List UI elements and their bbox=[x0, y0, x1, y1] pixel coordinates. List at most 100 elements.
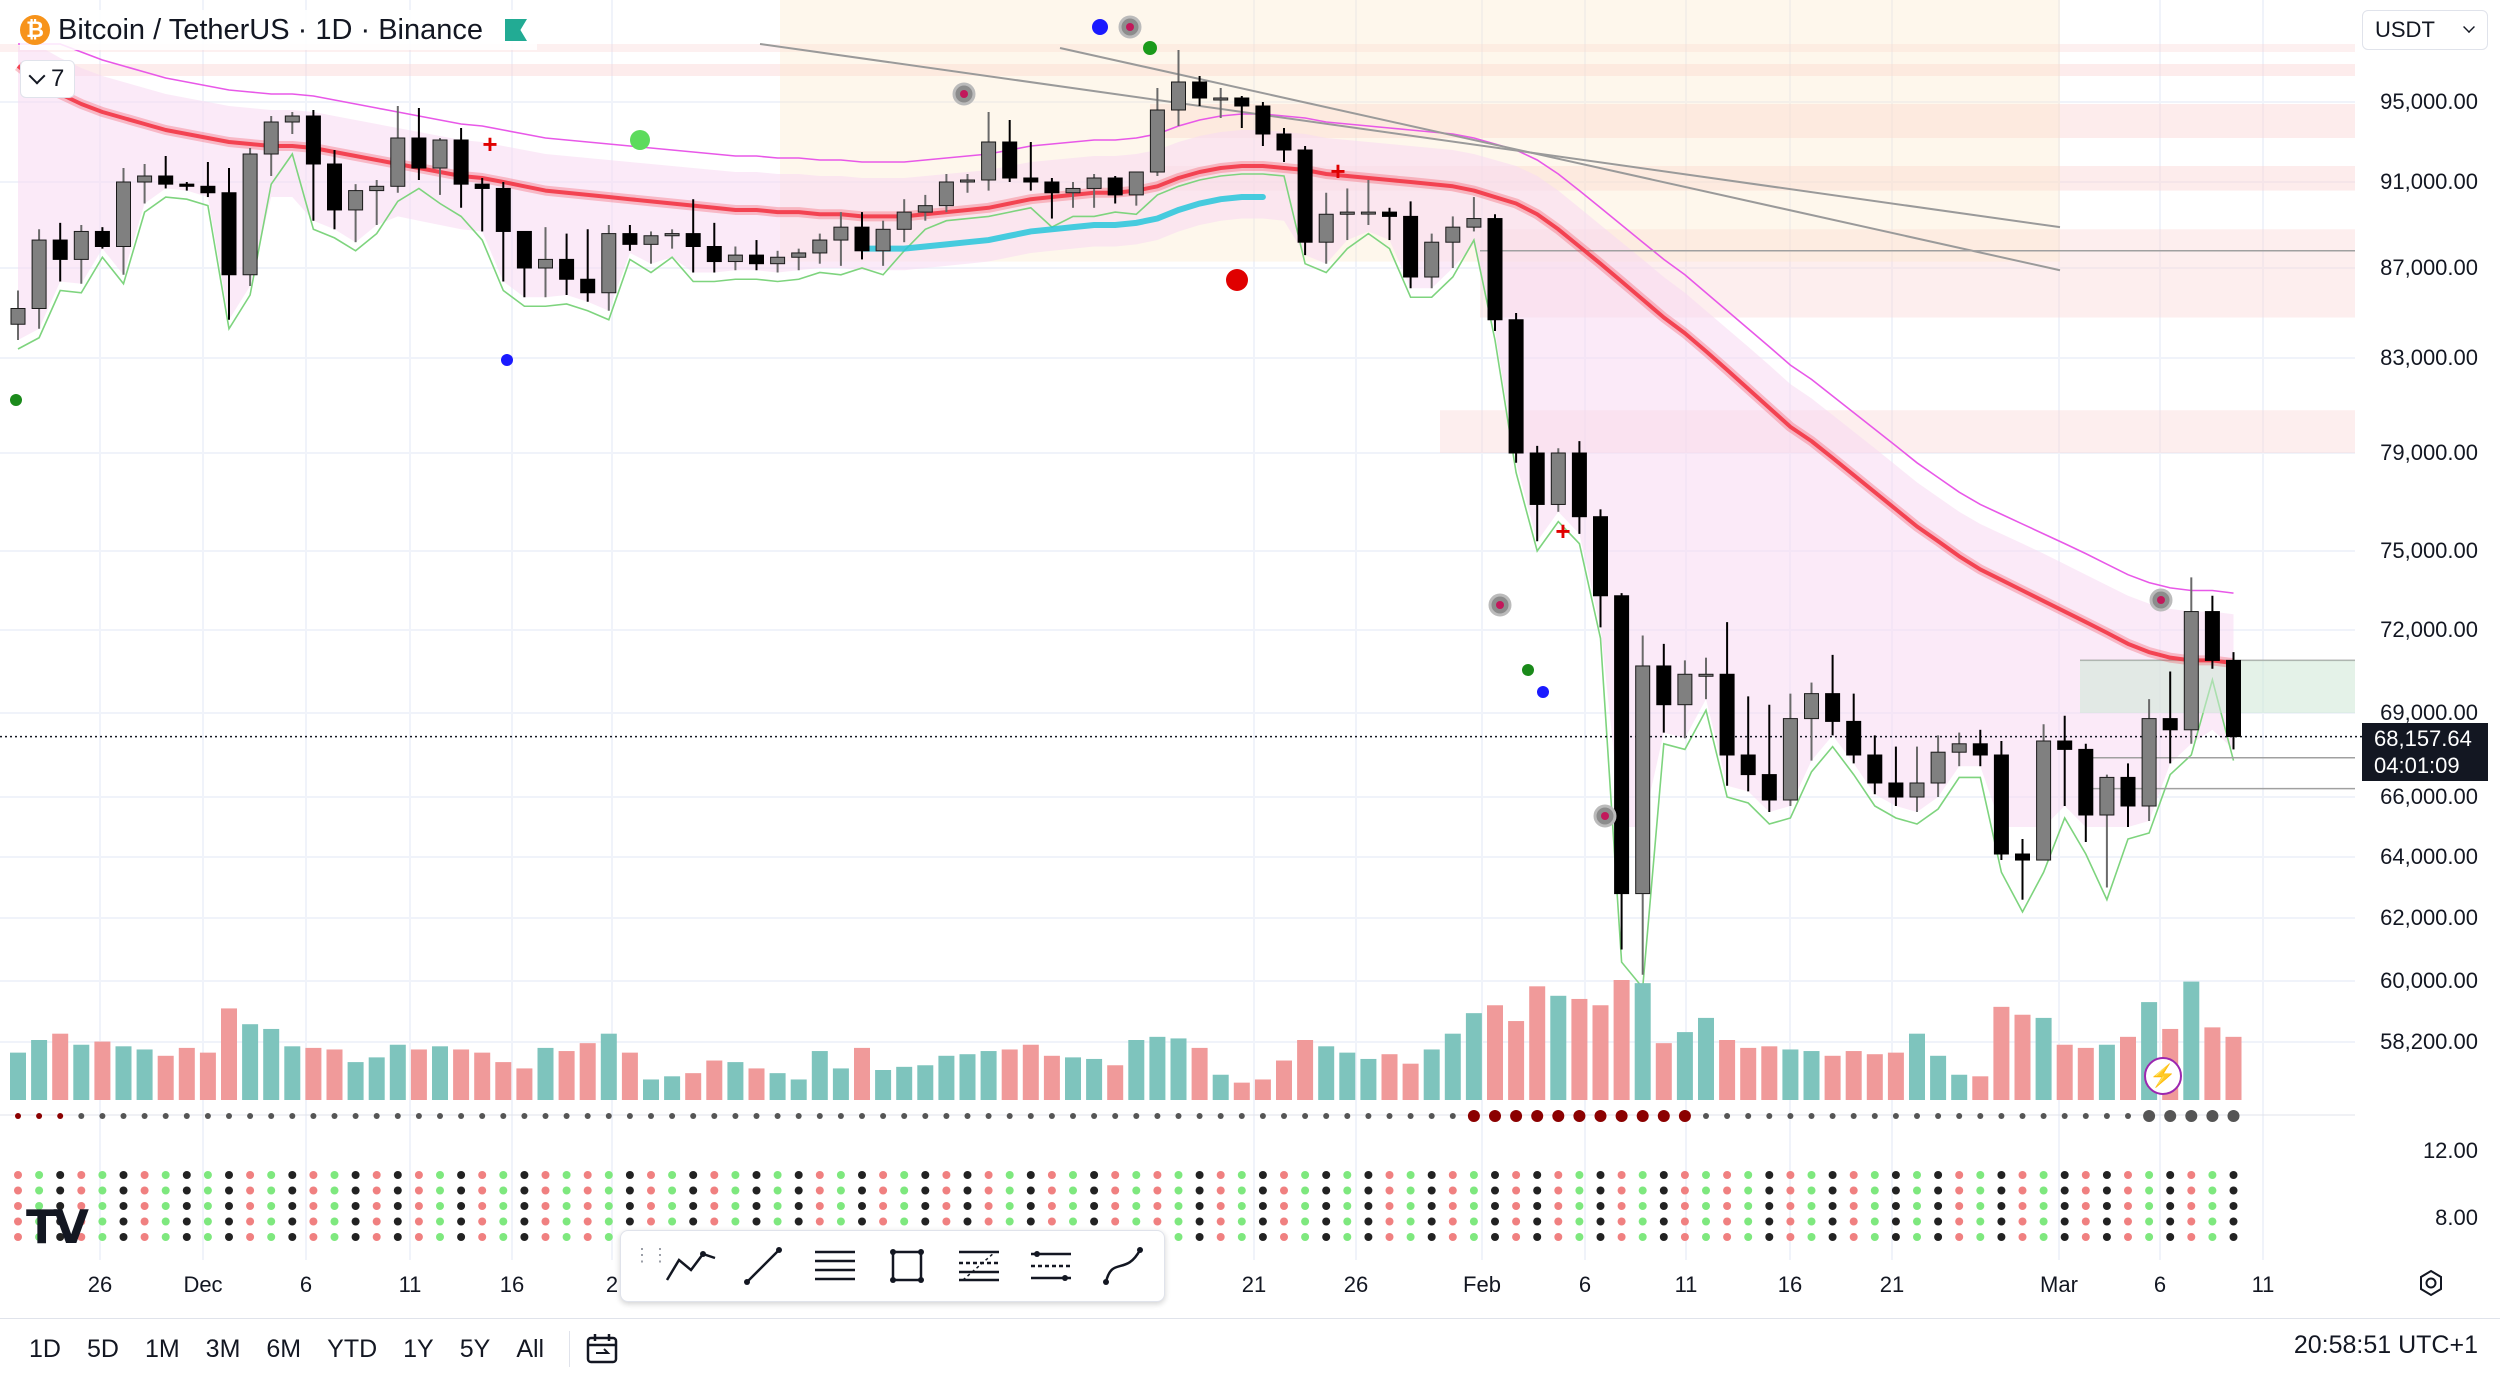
volume-bar[interactable] bbox=[94, 1041, 111, 1100]
volume-bar[interactable] bbox=[1191, 1047, 1208, 1100]
symbol-header[interactable]: ₿ Bitcoin / TetherUS · 1D · Binance bbox=[20, 10, 537, 50]
volume-bar[interactable] bbox=[1719, 1040, 1736, 1100]
volume-bar[interactable] bbox=[31, 1040, 48, 1100]
candle[interactable] bbox=[2141, 699, 2157, 821]
supply-zone[interactable] bbox=[0, 44, 2355, 52]
candle[interactable] bbox=[538, 227, 553, 298]
volume-bar[interactable] bbox=[1824, 1055, 1841, 1100]
candle[interactable] bbox=[580, 229, 596, 302]
candle[interactable] bbox=[432, 138, 448, 195]
candle[interactable] bbox=[1719, 622, 1735, 786]
candle[interactable] bbox=[1593, 509, 1608, 628]
trend-line[interactable] bbox=[759, 43, 2061, 229]
signal-marker[interactable] bbox=[1226, 269, 1248, 291]
candle[interactable] bbox=[1508, 313, 1524, 463]
candle[interactable] bbox=[1466, 197, 1482, 232]
range-button-5y[interactable]: 5Y bbox=[459, 1335, 491, 1363]
volume-bar[interactable] bbox=[664, 1076, 681, 1100]
volume-bar[interactable] bbox=[2204, 1027, 2221, 1100]
candle[interactable] bbox=[94, 227, 110, 249]
date-range-icon[interactable] bbox=[582, 1329, 622, 1369]
candle[interactable] bbox=[1107, 176, 1123, 204]
candle[interactable] bbox=[1909, 746, 1925, 812]
volume-bar[interactable] bbox=[579, 1043, 596, 1100]
signal-marker[interactable] bbox=[1537, 686, 1549, 698]
candle[interactable] bbox=[305, 110, 321, 221]
candle[interactable] bbox=[1635, 635, 1651, 975]
candle[interactable] bbox=[1213, 88, 1229, 118]
volume-bar[interactable] bbox=[73, 1044, 90, 1100]
volume-bar[interactable] bbox=[896, 1066, 913, 1100]
cross-signal[interactable]: + bbox=[1555, 516, 1570, 546]
drawing-toolbar[interactable]: ⋮⋮ bbox=[620, 1230, 1165, 1302]
volume-bar[interactable] bbox=[221, 1008, 237, 1100]
volume-bar[interactable] bbox=[854, 1047, 870, 1100]
volume-bar[interactable] bbox=[1613, 980, 1630, 1100]
candle[interactable] bbox=[2120, 763, 2136, 827]
volume-bar[interactable] bbox=[980, 1051, 997, 1100]
candle[interactable] bbox=[1403, 201, 1419, 289]
candle[interactable] bbox=[1529, 445, 1545, 542]
volume-bar[interactable] bbox=[1444, 1033, 1461, 1100]
volume-bar[interactable] bbox=[368, 1057, 385, 1100]
candle[interactable] bbox=[137, 164, 153, 204]
volume-bar[interactable] bbox=[1339, 1052, 1356, 1100]
volume-bar[interactable] bbox=[1930, 1055, 1947, 1100]
signal-marker[interactable] bbox=[10, 394, 22, 406]
trend-angle-icon[interactable] bbox=[663, 1238, 719, 1294]
candle[interactable] bbox=[411, 108, 427, 180]
volume-bar[interactable] bbox=[1318, 1046, 1335, 1100]
candle[interactable] bbox=[1740, 696, 1756, 792]
volume-bar[interactable] bbox=[1993, 1006, 2010, 1100]
volume-bar[interactable] bbox=[1698, 1017, 1714, 1100]
candle[interactable] bbox=[2036, 724, 2052, 861]
volume-bar[interactable] bbox=[875, 1070, 892, 1100]
candle[interactable] bbox=[348, 184, 364, 243]
volume-bar[interactable] bbox=[1508, 1021, 1525, 1100]
utc-clock[interactable]: 20:58:51 UTC+1 bbox=[2293, 1331, 2478, 1359]
candle[interactable] bbox=[2162, 671, 2178, 764]
candle[interactable] bbox=[263, 116, 279, 176]
candle[interactable] bbox=[158, 156, 174, 189]
candle[interactable] bbox=[1044, 178, 1060, 219]
candle[interactable] bbox=[31, 229, 47, 329]
trend-line[interactable] bbox=[1059, 47, 2061, 272]
candle[interactable] bbox=[1445, 216, 1461, 268]
candle[interactable] bbox=[812, 233, 828, 264]
candle[interactable] bbox=[242, 148, 258, 286]
candle[interactable] bbox=[2099, 774, 2115, 888]
moving-average-line[interactable] bbox=[16, 64, 2234, 666]
volume-bar[interactable] bbox=[685, 1073, 702, 1100]
volume-bar[interactable] bbox=[2014, 1014, 2031, 1100]
candle[interactable] bbox=[1698, 657, 1714, 700]
supply-zone[interactable] bbox=[1150, 104, 2355, 138]
candle[interactable] bbox=[833, 212, 849, 266]
candle[interactable] bbox=[2204, 595, 2220, 669]
volume-bar[interactable] bbox=[1676, 1032, 1693, 1100]
volume-bar[interactable] bbox=[432, 1046, 448, 1100]
candle[interactable] bbox=[1255, 102, 1271, 146]
volume-bar[interactable] bbox=[263, 1028, 280, 1100]
candle[interactable] bbox=[1930, 735, 1946, 797]
volume-bar[interactable] bbox=[1276, 1060, 1292, 1100]
signal-marker[interactable] bbox=[1092, 19, 1108, 35]
volume-bar[interactable] bbox=[2077, 1047, 2094, 1100]
volume-bar[interactable] bbox=[199, 1052, 216, 1100]
volume-bar[interactable] bbox=[1571, 998, 1588, 1100]
candle[interactable] bbox=[1002, 120, 1018, 182]
candle[interactable] bbox=[221, 168, 237, 320]
horizontal-lines-icon[interactable] bbox=[807, 1238, 863, 1294]
volume-bar[interactable] bbox=[178, 1047, 195, 1100]
volume-bar[interactable] bbox=[1233, 1082, 1250, 1100]
volume-bar[interactable] bbox=[1297, 1040, 1314, 1100]
volume-bar[interactable] bbox=[1529, 986, 1546, 1100]
volume-bar[interactable] bbox=[1972, 1076, 1989, 1100]
volume-bar[interactable] bbox=[1107, 1065, 1124, 1100]
volume-bar[interactable] bbox=[1803, 1051, 1820, 1100]
candle[interactable] bbox=[643, 231, 659, 264]
candle[interactable] bbox=[1234, 96, 1250, 128]
candle[interactable] bbox=[1487, 214, 1503, 331]
fib-retracement-icon[interactable] bbox=[951, 1238, 1007, 1294]
volume-bar[interactable] bbox=[1381, 1054, 1398, 1100]
